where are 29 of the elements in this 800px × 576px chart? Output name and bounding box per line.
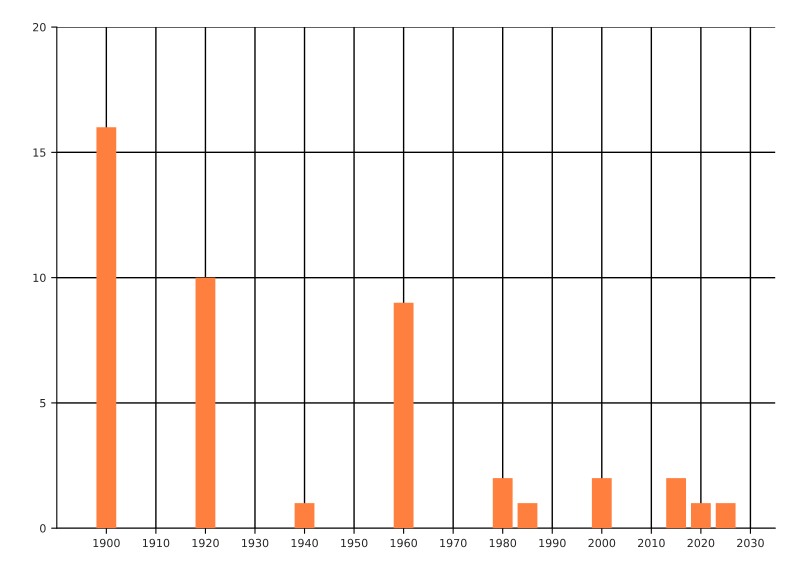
y-tick-label: 5	[40, 399, 46, 408]
x-tick-label: 2020	[688, 538, 714, 548]
y-tick-label: 15	[33, 148, 46, 157]
x-tick-label: 1970	[440, 538, 467, 548]
x-tick-label: 2030	[737, 538, 764, 548]
bar	[492, 478, 513, 528]
x-tick-label: 2000	[588, 538, 616, 548]
x-tick-label: 1920	[192, 538, 219, 548]
bar	[592, 478, 612, 528]
x-tick-label: 1900	[93, 538, 120, 548]
x-tick-label: 1910	[142, 538, 170, 548]
bar	[294, 503, 314, 528]
x-tick-label: 1980	[490, 538, 516, 548]
x-tick-label: 1930	[242, 538, 268, 548]
y-tick-label: 20	[33, 23, 46, 32]
x-tick-label: 1950	[341, 538, 368, 548]
bar	[96, 127, 116, 528]
y-tick-label: 10	[33, 274, 46, 282]
y-tick-label: 0	[40, 524, 46, 533]
bar	[196, 278, 216, 528]
bar	[716, 503, 736, 528]
x-tick-label: 1960	[390, 538, 418, 548]
x-tick-label: 2010	[638, 538, 665, 548]
bar	[394, 302, 414, 528]
bar	[518, 503, 538, 528]
bar	[666, 478, 686, 528]
x-tick-label: 1990	[539, 538, 566, 548]
bar	[690, 503, 711, 528]
x-tick-label: 1940	[292, 538, 318, 548]
